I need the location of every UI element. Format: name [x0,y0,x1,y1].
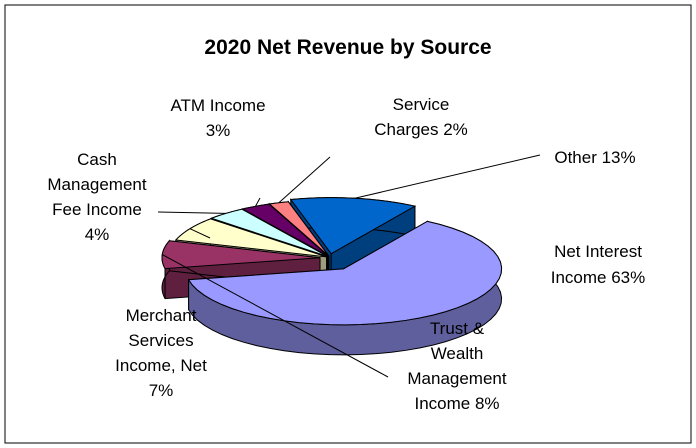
slice-label: ATM Income 3% [170,96,265,140]
slice-label-line: Merchant [126,306,197,325]
slice-label-line: Management [407,369,507,388]
slice-label-line: Trust & [430,319,485,338]
slice-label-line: Wealth [431,344,484,363]
leader-line [278,156,331,204]
leader-line [189,228,211,239]
slice-label: Merchant Services Income, Net 7% [115,306,207,400]
slice-top [187,220,503,326]
slice-labels: Net Interest Income 63% Trust & Wealth Manag… [47,95,645,413]
slice-label-line: Service [393,95,450,114]
slice-label-line: Fee Income [52,200,142,219]
slice-label-line: Other 13% [554,148,635,167]
slice-top [174,218,327,258]
slice-label-line: Services [128,331,193,350]
slice-label-line: ATM Income [170,96,265,115]
slice-label: Trust & Wealth Management Income 8% [407,319,507,413]
slice-label-line: Cash [77,150,117,169]
slice-label: Other 13% [554,148,635,167]
slice-label-line: 3% [206,121,231,140]
slice-label-line: Income 63% [551,268,646,287]
slice-label-line: 4% [85,225,110,244]
slice-label-line: Income 8% [414,394,499,413]
leader-lines [157,154,541,378]
leader-line [162,254,389,378]
leader-line [255,197,261,207]
slice-label-line: Charges 2% [374,120,468,139]
chart-title: 2020 Net Revenue by Source [204,36,491,59]
slice-label-line: Income, Net [115,356,207,375]
slice-label-line: 7% [149,381,174,400]
pie-slice [187,220,503,356]
slice-label-line: Management [47,175,147,194]
slice-label: Service Charges 2% [374,95,468,139]
slice-label: Net Interest Income 63% [551,242,646,287]
pie-slices [161,197,503,356]
slice-label-line: Net Interest [554,242,642,261]
slice-label: Cash Management Fee Income 4% [47,150,147,244]
leader-line [354,154,541,199]
leader-line [157,211,226,214]
